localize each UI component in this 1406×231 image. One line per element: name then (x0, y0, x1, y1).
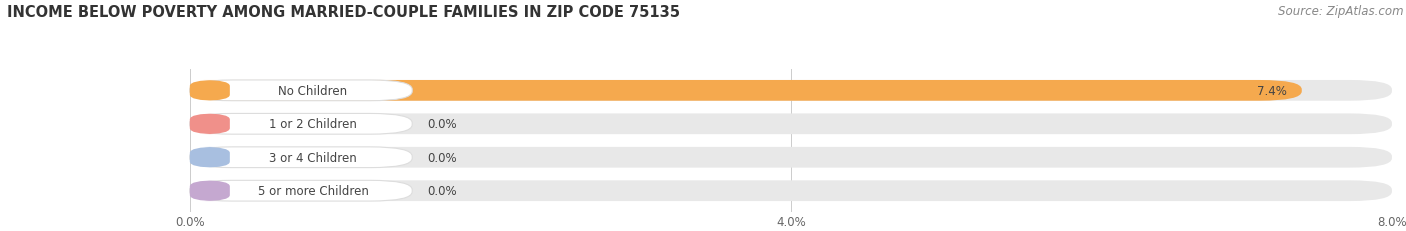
FancyBboxPatch shape (190, 181, 1392, 201)
FancyBboxPatch shape (190, 81, 229, 101)
Text: 1 or 2 Children: 1 or 2 Children (269, 118, 357, 131)
Text: 7.4%: 7.4% (1257, 85, 1286, 97)
Text: 5 or more Children: 5 or more Children (257, 184, 368, 197)
FancyBboxPatch shape (190, 147, 229, 168)
FancyBboxPatch shape (190, 114, 229, 135)
FancyBboxPatch shape (190, 181, 229, 201)
FancyBboxPatch shape (190, 81, 1392, 101)
FancyBboxPatch shape (190, 114, 412, 135)
Text: Source: ZipAtlas.com: Source: ZipAtlas.com (1278, 5, 1403, 18)
FancyBboxPatch shape (190, 147, 1392, 168)
FancyBboxPatch shape (190, 181, 412, 201)
FancyBboxPatch shape (190, 81, 412, 101)
Text: INCOME BELOW POVERTY AMONG MARRIED-COUPLE FAMILIES IN ZIP CODE 75135: INCOME BELOW POVERTY AMONG MARRIED-COUPL… (7, 5, 681, 20)
Text: 0.0%: 0.0% (427, 118, 457, 131)
Text: 3 or 4 Children: 3 or 4 Children (269, 151, 357, 164)
FancyBboxPatch shape (190, 81, 1302, 101)
Text: 0.0%: 0.0% (427, 184, 457, 197)
FancyBboxPatch shape (190, 114, 1392, 135)
Text: 0.0%: 0.0% (427, 151, 457, 164)
Text: No Children: No Children (278, 85, 347, 97)
FancyBboxPatch shape (190, 147, 412, 168)
